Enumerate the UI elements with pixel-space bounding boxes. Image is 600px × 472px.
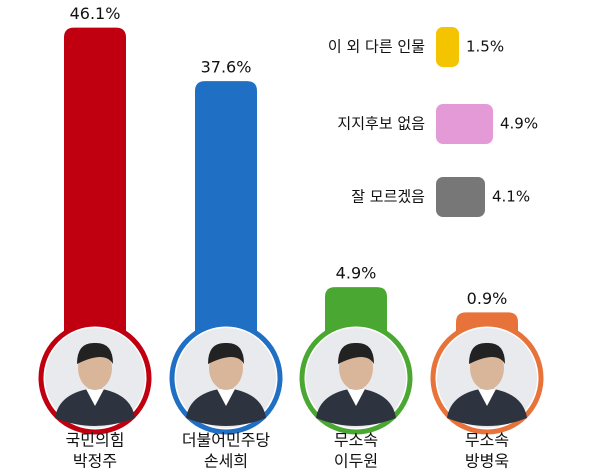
category-label: 이 외 다른 인물 (328, 38, 425, 56)
category-label: 방병욱 (465, 452, 509, 471)
photo-hair (208, 342, 244, 364)
value-label: 4.1% (492, 188, 530, 206)
value-label: 1.5% (466, 38, 504, 56)
category-label: 국민의힘 (66, 431, 125, 450)
value-label: 46.1% (70, 4, 121, 23)
photo-shirt (347, 389, 365, 406)
value-label: 4.9% (336, 264, 377, 283)
candidate-photo (176, 328, 276, 428)
bar (64, 27, 126, 400)
photo-shirt (478, 389, 496, 406)
value-label: 4.9% (500, 115, 538, 133)
category-label: 잘 모르겠음 (351, 188, 425, 206)
category-label: 지지후보 없음 (337, 115, 425, 133)
photo-shirt (217, 389, 235, 406)
photo-hair (338, 342, 374, 364)
candidate-photo (45, 328, 145, 428)
value-label: 37.6% (201, 58, 252, 77)
category-label: 더불어민주당 (182, 431, 271, 450)
category-label: 무소속 (465, 431, 509, 450)
category-label: 무소속 (334, 431, 378, 450)
category-label: 박정주 (73, 452, 117, 471)
photo-body (186, 388, 266, 426)
photo-hair (77, 342, 113, 364)
category-label: 이두원 (334, 452, 378, 471)
photo-body (316, 388, 396, 426)
bar (436, 104, 493, 144)
photo-shirt (86, 389, 104, 406)
photo-body (55, 388, 135, 426)
bar (436, 177, 485, 217)
bar (195, 81, 257, 401)
photo-body (447, 388, 527, 426)
candidate-photo (437, 328, 537, 428)
value-label: 0.9% (467, 289, 508, 308)
bar (436, 27, 459, 67)
category-label: 손세희 (204, 452, 248, 471)
photo-hair (469, 342, 505, 364)
candidate-photo (306, 328, 406, 428)
